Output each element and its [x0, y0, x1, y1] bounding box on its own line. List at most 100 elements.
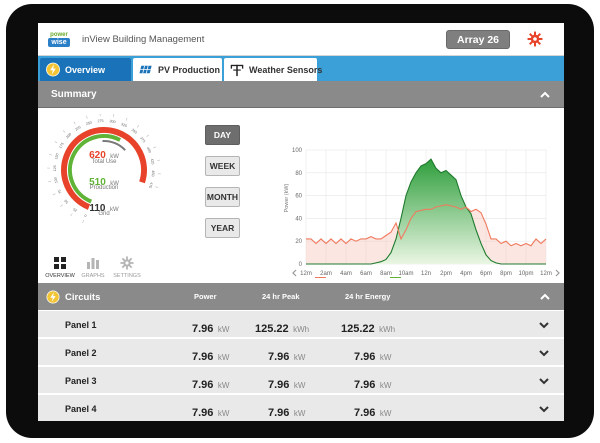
chart-x-tick-label: 4am	[340, 271, 352, 277]
peak-value: 7.96	[268, 351, 290, 363]
array-selector-button[interactable]: Array 26	[446, 30, 510, 49]
chart-y-ticks: 0 20 40 60 80 100	[292, 148, 303, 268]
chevron-up-icon[interactable]	[539, 90, 551, 100]
tab-overview[interactable]: Overview	[40, 58, 131, 81]
energy-value: 7.96	[354, 351, 376, 363]
production-label: Production	[89, 185, 119, 191]
period-year-button[interactable]: YEAR	[205, 218, 240, 238]
gauge-tick-label: 150	[54, 153, 59, 160]
total-use-readout: 620 kW	[74, 145, 134, 163]
circuit-energy: 7.96 kW	[354, 347, 391, 365]
gauge-tick-mark	[62, 130, 66, 133]
gear-icon[interactable]	[527, 31, 543, 47]
chevron-down-icon[interactable]	[538, 404, 550, 414]
energy-unit: kW	[379, 409, 392, 418]
lightning-icon	[46, 62, 60, 77]
circuit-row[interactable]: Panel 2 7.96 kW 7.96 kW 7.96 kW	[38, 339, 564, 366]
nav-label: OVERVIEW	[45, 273, 75, 279]
chart-prev-arrow[interactable]	[292, 269, 297, 277]
peak-unit: kW	[293, 353, 306, 362]
total-use-value: 620	[89, 150, 106, 161]
grid-readout: 110 kW	[74, 198, 134, 216]
power-unit: kW	[217, 409, 230, 418]
period-week-button[interactable]: WEEK	[205, 156, 240, 176]
gauge-tick-mark	[86, 115, 88, 119]
legend-swatch	[315, 277, 326, 278]
circuit-peak: 7.96 kW	[268, 403, 305, 421]
chart-x-tick-label: 8am	[380, 271, 392, 277]
energy-value: 7.96	[354, 407, 376, 419]
gauge-tick-label: 400	[146, 146, 152, 153]
power-value: 7.96	[192, 379, 214, 391]
circuit-power: 7.96 kW	[192, 319, 229, 337]
production-series-line	[306, 158, 546, 265]
gear-icon	[120, 256, 134, 270]
circuit-row[interactable]: Panel 4 7.96 kW 7.96 kW 7.96 kW	[38, 395, 564, 421]
circuit-name: Panel 3	[65, 376, 97, 386]
power-chart: 0 20 40 60 80 100 12m 2am 4am 6am 8am 10am 12n 2pm 4p…	[284, 148, 560, 278]
chart-x-tick-label: 6am	[360, 271, 372, 277]
gauge-tick-label: 275	[97, 119, 103, 123]
peak-value: 125.22	[255, 323, 289, 335]
circuit-peak: 125.22 kWh	[255, 319, 309, 337]
chart-x-tick-label: 10am	[398, 271, 413, 277]
column-header-peak: 24 hr Peak	[262, 292, 300, 301]
power-value: 7.96	[192, 407, 214, 419]
chart-x-tick-label: 2am	[320, 271, 332, 277]
power-unit: kW	[217, 325, 230, 334]
gauge-tick-mark	[82, 219, 85, 223]
gauge-tick-label: 75	[57, 189, 62, 194]
production-readout: 510 kW	[74, 172, 134, 190]
gauge-tick-mark	[157, 159, 161, 161]
column-header-power: Power	[194, 292, 217, 301]
peak-value: 7.96	[268, 379, 290, 391]
logo-line-2: wise	[48, 38, 70, 47]
energy-unit: kW	[379, 381, 392, 390]
production-unit: kW	[110, 181, 119, 187]
tab-label: PV Production	[158, 65, 221, 75]
gauge-tick-label: 375	[139, 136, 146, 143]
chart-x-tick-label: 12m	[300, 271, 312, 277]
gauge-tick-mark	[113, 114, 115, 117]
chart-y-tick-label: 20	[295, 239, 302, 245]
peak-unit: kW	[293, 381, 306, 390]
gauge-tick-label: 175	[58, 142, 64, 149]
grid-arc	[102, 140, 126, 151]
chevron-down-icon[interactable]	[538, 348, 550, 358]
circuit-power: 7.96 kW	[192, 375, 229, 393]
power-value: 7.96	[192, 351, 214, 363]
production-area	[306, 159, 546, 264]
circuit-name: Panel 1	[65, 320, 97, 330]
solar-panel-icon	[139, 65, 152, 74]
summary-header[interactable]: Summary	[38, 81, 564, 108]
circuits-header[interactable]: Circuits Power 24 hr Peak 24 hr Energy	[38, 283, 564, 310]
power-unit: kW	[217, 353, 230, 362]
circuit-row[interactable]: Panel 1 7.96 kW 125.22 kWh 125.22 kWh	[38, 311, 564, 338]
gauge-tick-label: 475	[148, 182, 154, 189]
tab-weather-sensors[interactable]: Weather Sensors	[224, 58, 322, 81]
summary-title: Summary	[51, 89, 97, 100]
gauge-tick-label: 25	[72, 207, 78, 213]
chevron-down-icon[interactable]	[538, 320, 550, 330]
column-header-energy: 24 hr Energy	[345, 292, 391, 301]
gauge-tick-label: 225	[74, 125, 81, 132]
circuit-row[interactable]: Panel 3 7.96 kW 7.96 kW 7.96 kW	[38, 367, 564, 394]
nav-label: GRAPHS	[81, 273, 105, 279]
chart-legend: DemandProduction	[315, 277, 401, 278]
gauge-tick-mark	[52, 193, 56, 196]
circuit-energy: 7.96 kW	[354, 403, 391, 421]
period-month-button[interactable]: MONTH	[205, 187, 240, 207]
circuit-name: Panel 4	[65, 404, 97, 414]
gauge-tick-mark	[70, 213, 73, 217]
period-day-button[interactable]: DAY	[205, 125, 240, 145]
nav-label: SETTINGS	[113, 273, 141, 279]
chart-next-arrow[interactable]	[555, 269, 560, 277]
circuit-name: Panel 2	[65, 348, 97, 358]
chevron-up-icon[interactable]	[539, 292, 551, 302]
total-use-unit: kW	[110, 154, 119, 160]
tab-pv-production[interactable]: PV Production	[133, 58, 222, 81]
peak-value: 7.96	[268, 407, 290, 419]
chevron-down-icon[interactable]	[538, 376, 550, 386]
chart-y-tick-label: 0	[299, 262, 303, 268]
